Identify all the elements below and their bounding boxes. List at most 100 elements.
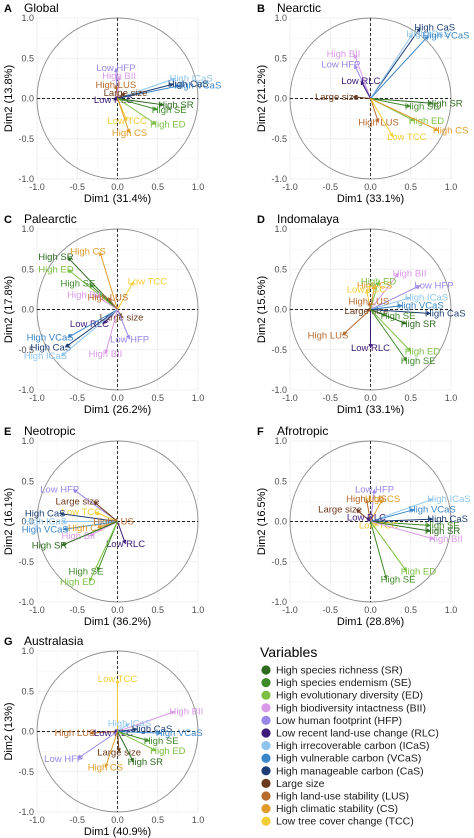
- panel-d: D Indomalaya -1.0 -0.5 0.0 0.5 1.0 1.0 0.5 0.0 -0.…: [256, 212, 466, 416]
- vector-ed: High ED: [370, 521, 436, 577]
- vector-rlc: Low RLC: [351, 309, 390, 354]
- vector-arrowhead: [121, 92, 126, 97]
- vector-sr: High SR: [117, 731, 164, 768]
- y-tick-labels: 1.0 0.5 0.0 -0.5 -1.0: [18, 646, 34, 817]
- vector-label: High SR: [128, 757, 164, 768]
- vector-label: High ICaS: [24, 351, 67, 362]
- x-tick-labels: -1.0 -0.5 0.0 0.5 1.0: [282, 182, 457, 192]
- vector-arrow: [60, 309, 118, 357]
- vector-arrow: [370, 98, 440, 132]
- vector-arrowhead: [406, 296, 411, 301]
- legend-swatch: [261, 778, 271, 789]
- vector-arrowhead: [129, 757, 134, 763]
- vector-label: High VCaS: [174, 81, 221, 92]
- vector-arrow: [89, 731, 118, 734]
- y-tick-label: -1.0: [18, 807, 34, 817]
- vector-label: High SE: [425, 521, 460, 532]
- vector-tcc: Low TCC: [117, 276, 167, 310]
- vector-arrowhead: [169, 82, 174, 88]
- vector-arrow: [370, 33, 413, 99]
- x-tick-labels: -1.0 -0.5 0.0 0.5 1.0: [29, 182, 204, 192]
- vector-arrowhead: [62, 526, 68, 532]
- legend-label: High biodiversity intactness (BII): [276, 702, 426, 714]
- vector-arrow: [370, 272, 400, 310]
- vector-arrowhead: [426, 528, 431, 533]
- y-tick-label: 0.0: [21, 94, 34, 104]
- x-tick-label: 0.0: [364, 182, 377, 192]
- legend-label: High land-use stability (LUS): [276, 791, 409, 803]
- y-axis-label: Dim2 (21.2%): [256, 65, 268, 132]
- vector-label: Low HFP: [96, 63, 135, 74]
- vector-arrow: [76, 731, 118, 760]
- legend-item-icas: High irrecoverable carbon (ICaS): [261, 740, 429, 752]
- x-tick-label: 1.0: [445, 605, 458, 615]
- y-tick-label: -0.5: [18, 345, 34, 355]
- vector-arrow: [67, 268, 118, 310]
- vector-arrowhead: [65, 343, 70, 348]
- x-tick-label: -1.0: [29, 815, 45, 825]
- vector-label: High CS: [365, 494, 400, 505]
- vector-arrowhead: [97, 524, 102, 529]
- vector-ed: High ED: [117, 98, 186, 130]
- legend-title: Variables: [260, 644, 317, 660]
- vector-arrowhead: [116, 748, 121, 753]
- vector-arrow: [370, 309, 407, 325]
- legend-item-hfp: Low human footprint (HFP): [261, 715, 402, 727]
- x-tick-label: 1.0: [445, 182, 458, 192]
- vector-label: Low TCC: [107, 116, 147, 127]
- vector-cas: High CaS: [117, 724, 173, 735]
- vector-arrowhead: [429, 517, 434, 522]
- vector-bii: High BII: [102, 71, 136, 99]
- legend-label: High vulnerable carbon (VCaS): [276, 753, 421, 765]
- legend-swatch: [261, 753, 271, 763]
- vector-cas: High CaS: [370, 309, 466, 320]
- y-tick-label: 1.0: [274, 13, 287, 23]
- x-tick-label: 0.5: [404, 182, 417, 192]
- vector-label: Low HFP: [321, 60, 360, 71]
- vector-arrowhead: [77, 754, 82, 759]
- vector-icas: High ICaS: [370, 292, 448, 310]
- vector-arrowhead: [73, 489, 78, 494]
- vector-arrow: [370, 35, 429, 99]
- vector-label: High SE: [381, 574, 416, 585]
- y-tick-label: 0.0: [21, 727, 34, 737]
- panel-title: Palearctic: [24, 212, 77, 226]
- vector-label: High SR: [32, 541, 68, 552]
- y-axis-label: Dim2 (13%): [3, 702, 15, 760]
- vector-arrow: [88, 521, 118, 583]
- vector-icas: High ICaS: [24, 309, 118, 362]
- x-tick-label: 0.5: [151, 393, 164, 403]
- vector-ls: Large size: [56, 496, 118, 522]
- vector-cas: High CaS: [370, 514, 468, 525]
- vector-vcas: High VCaS: [117, 728, 203, 739]
- vector-arrow: [94, 511, 118, 522]
- vector-label: High CS: [70, 247, 105, 258]
- vector-cs: High CS: [112, 98, 147, 139]
- vector-arrow: [117, 98, 158, 111]
- vector-label: Low RLC: [341, 76, 380, 87]
- vector-label: Low RLC: [347, 512, 386, 523]
- vector-arrowhead: [67, 269, 73, 274]
- x-tick-label: 0.0: [111, 393, 124, 403]
- legend-label: Large size: [276, 778, 325, 790]
- vector-vcas: High VCaS: [27, 309, 118, 344]
- vector-arrow: [117, 98, 165, 106]
- vector-label: Low HFP: [110, 334, 149, 345]
- vector-label: High ICaS: [427, 494, 470, 505]
- x-tick-label: -1.0: [282, 393, 298, 403]
- vector-sr: High SR: [117, 98, 194, 111]
- vector-label: High VCaS: [156, 728, 203, 739]
- vector-arrow: [370, 508, 415, 522]
- legend-item-rlc: Low recent land-use change (RLC): [261, 728, 439, 740]
- vector-label: High CaS: [132, 724, 173, 735]
- vector-arrowhead: [151, 120, 157, 125]
- vector-bii: High BII: [89, 309, 122, 360]
- vector-se: High SE: [370, 98, 440, 113]
- vector-arrowhead: [406, 103, 411, 108]
- vector-label: High VCaS: [422, 31, 469, 42]
- vector-arrow: [370, 304, 403, 310]
- vector-label: High SR: [158, 100, 194, 111]
- y-tick-label: -0.5: [271, 345, 287, 355]
